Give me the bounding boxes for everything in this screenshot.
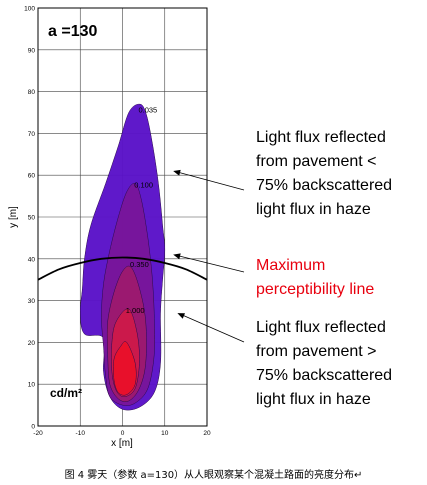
annotation-line: 75% backscattered: [256, 367, 392, 384]
x-tick-label: 0: [121, 430, 125, 437]
annotation-line: Light flux reflected: [256, 129, 386, 146]
annotation: Maximum perceptibility line: [173, 253, 374, 298]
annotation-line: 75% backscattered: [256, 177, 392, 194]
contour-region: [113, 341, 137, 396]
annotation-arrow: [179, 255, 245, 273]
annotation-line: from pavement >: [256, 343, 377, 360]
annotation-line: light flux in haze: [256, 201, 371, 218]
x-tick-label: -20: [33, 430, 43, 437]
y-tick-label: 10: [28, 382, 36, 389]
figure-caption: 图 4 雾天（参数 a=130）从人眼观察某个混凝土路面的亮度分布↵: [64, 470, 363, 481]
y-tick-label: 0: [31, 424, 35, 431]
annotation-line: Maximum: [256, 257, 325, 274]
y-tick-label: 60: [28, 173, 36, 180]
contour-level-labels: 0.035 0.100 0.350 1.000: [126, 106, 157, 316]
x-tick-label: 20: [203, 430, 211, 437]
annotation-arrowhead: [173, 253, 181, 260]
annotation-arrow: [179, 172, 245, 191]
x-axis-label: x [m]: [111, 438, 133, 449]
y-tick-label: 90: [28, 47, 36, 54]
contour-level-label: 1.000: [126, 306, 145, 315]
axis-ticks: -20 -10 0 10 20 0 10 20 30 40 50 60 70 80 90 100: [24, 6, 211, 438]
plot-frame: [37, 7, 208, 427]
chart-title: a =130: [48, 23, 97, 40]
contour-regions: [79, 103, 166, 411]
perceptibility-curve: [37, 256, 208, 281]
y-tick-label: 40: [28, 256, 36, 263]
y-tick-label: 30: [28, 298, 36, 305]
unit-label: cd/m²: [50, 386, 82, 400]
y-tick-label: 70: [28, 131, 36, 138]
y-axis-label: y [m]: [8, 206, 19, 228]
contour-level-label: 0.350: [130, 260, 149, 269]
annotation-line: from pavement <: [256, 153, 377, 170]
contour-level-label: 0.035: [138, 106, 157, 115]
annotations: Light flux reflected from pavement < 75% b…: [173, 129, 392, 408]
annotation-arrowhead: [173, 169, 181, 176]
x-tick-label: -10: [76, 430, 86, 437]
annotation-line: Light flux reflected: [256, 319, 386, 336]
annotation-arrow: [183, 315, 245, 343]
annotation: Light flux reflected from pavement > 75% b…: [177, 313, 392, 408]
annotation-line: light flux in haze: [256, 391, 371, 408]
y-tick-label: 50: [28, 215, 36, 222]
y-tick-label: 80: [28, 89, 36, 96]
annotation: Light flux reflected from pavement < 75% b…: [173, 129, 392, 218]
y-tick-label: 100: [24, 6, 35, 13]
perceptibility-line: [37, 256, 208, 281]
contour-level-label: 0.100: [134, 181, 153, 190]
y-tick-label: 20: [28, 340, 36, 347]
annotation-line: perceptibility line: [256, 281, 374, 298]
x-tick-label: 10: [161, 430, 169, 437]
annotation-arrowhead: [177, 313, 185, 319]
